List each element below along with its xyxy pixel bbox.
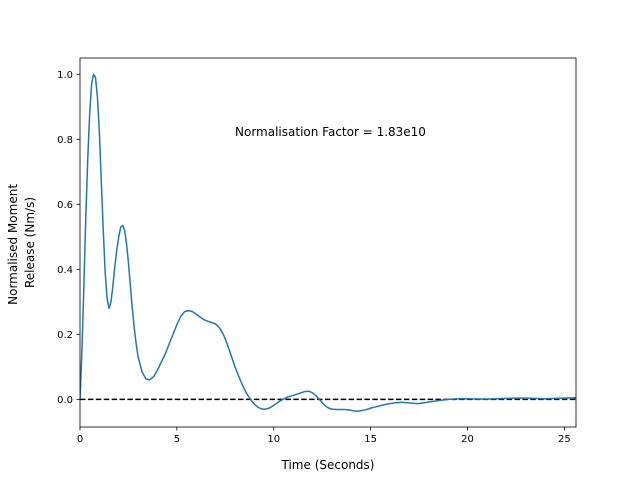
- y-tick-label: 0.0: [57, 395, 73, 406]
- axes-frame: [79, 57, 577, 428]
- y-tick-label: 0.4: [57, 265, 73, 276]
- y-axis-label-line-1: Normalised Moment: [6, 184, 20, 305]
- x-tick-label: 25: [558, 434, 571, 445]
- y-tick-label: 1.0: [57, 70, 73, 81]
- x-tick-label: 5: [174, 434, 180, 445]
- x-tick-label: 0: [77, 434, 83, 445]
- normalisation-factor-annotation: Normalisation Factor = 1.83e10: [235, 125, 426, 139]
- y-axis-label-line-2: Release (Nm/s): [23, 197, 37, 288]
- y-axis-label: Normalised Moment Release (Nm/s): [6, 180, 37, 305]
- y-tick-label: 0.8: [57, 135, 73, 146]
- axis-ticks: 0 5 10 15 20 25 0.0 0.2 0.4 0.6 0.8 1.0: [57, 70, 571, 445]
- plot-area: [79, 57, 577, 428]
- y-tick-label: 0.2: [57, 330, 73, 341]
- x-tick-label: 15: [364, 434, 377, 445]
- x-tick-label: 20: [461, 434, 474, 445]
- series-line-0: [80, 73, 576, 412]
- x-axis-label: Time (Seconds): [281, 458, 375, 472]
- y-tick-label: 0.6: [57, 200, 73, 211]
- x-tick-label: 10: [267, 434, 280, 445]
